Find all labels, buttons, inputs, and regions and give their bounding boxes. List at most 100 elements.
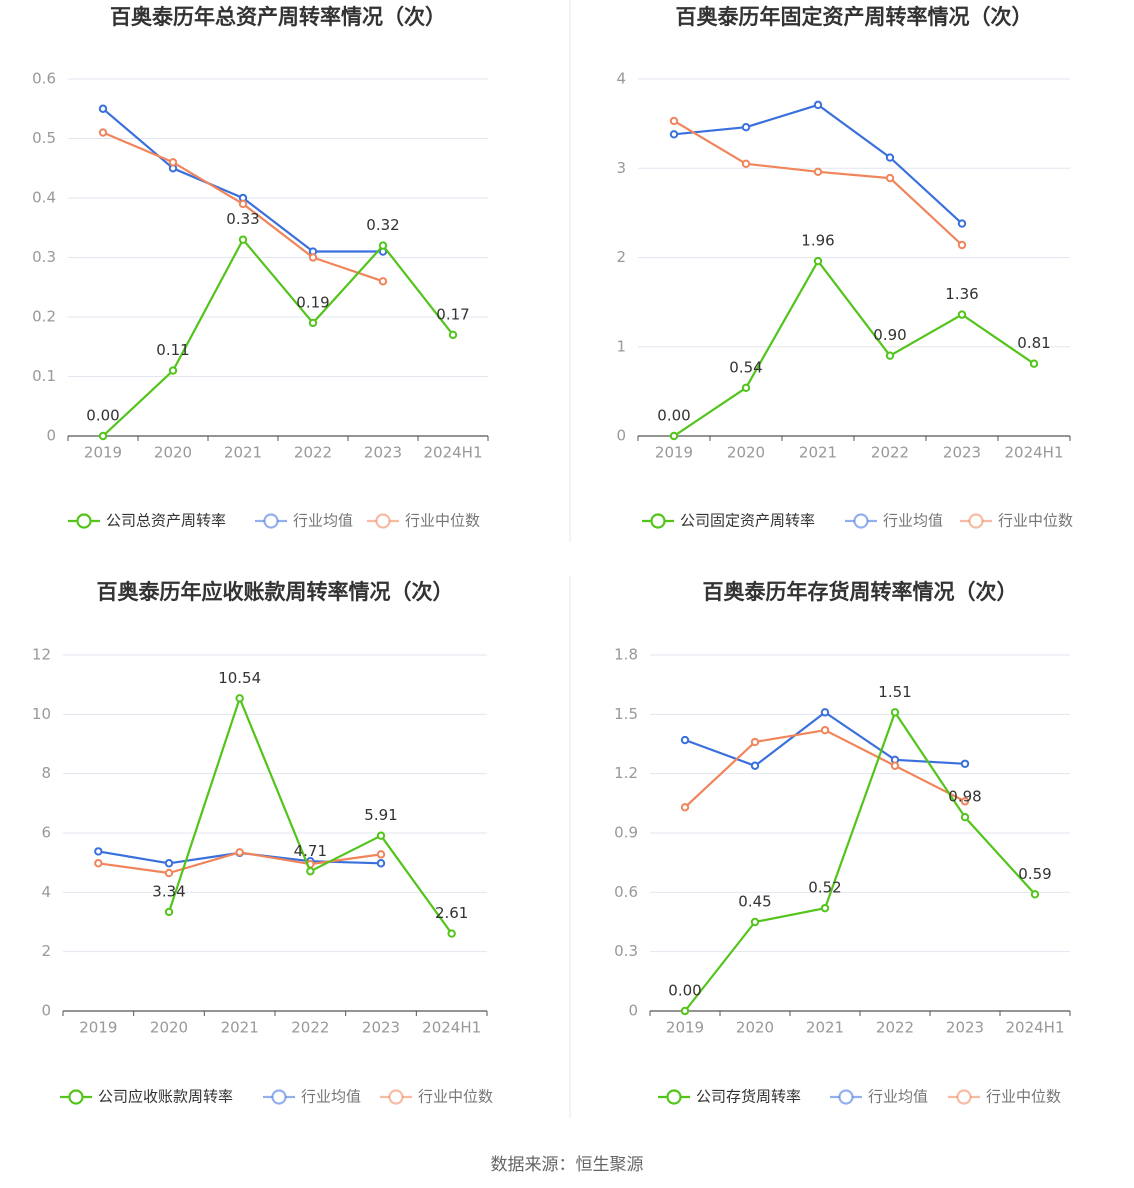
data-label: 0.17 (436, 305, 469, 323)
data-point-company (168, 366, 178, 375)
y-tick-label: 0.1 (32, 367, 56, 385)
legend-swatch-marker (650, 513, 666, 529)
y-tick-label: 0.4 (32, 189, 56, 207)
y-tick-label: 10 (32, 705, 51, 723)
series-line-company (684, 711, 1036, 1012)
y-tick-label: 0 (628, 1002, 638, 1020)
x-tick-label: 2022 (876, 1019, 914, 1037)
data-label: 0.19 (296, 293, 329, 311)
data-point-median (168, 158, 178, 167)
data-point-company (308, 318, 318, 328)
y-tick-label: 12 (32, 646, 51, 664)
data-point-avg (98, 104, 108, 113)
legend-label: 公司固定资产周转率 (680, 512, 815, 530)
x-tick-label: 2023 (946, 1019, 984, 1037)
series-line-avg (684, 711, 966, 767)
data-label: 5.91 (364, 806, 397, 824)
y-tick-label: 1.5 (614, 705, 638, 723)
data-label: 2.61 (435, 904, 468, 922)
y-tick-label: 4 (41, 883, 51, 901)
y-tick-label: 0.3 (614, 942, 638, 960)
y-tick-label: 0.9 (614, 824, 638, 842)
x-tick-label: 2019 (666, 1019, 704, 1037)
data-point-avg (94, 847, 103, 856)
legend-label: 行业中位数 (405, 512, 480, 530)
data-point-median (680, 803, 690, 812)
x-tick-label: 2021 (221, 1019, 259, 1037)
data-point-median (741, 159, 751, 168)
data-label: 10.54 (218, 669, 261, 687)
x-tick-label: 2023 (943, 444, 981, 462)
legend-swatch-marker (263, 513, 279, 529)
y-tick-label: 0.2 (32, 308, 56, 326)
legend-label: 行业均值 (868, 1088, 928, 1106)
legend-swatch-marker (68, 1089, 84, 1105)
data-point-company (957, 310, 967, 319)
data-point-company (378, 241, 388, 250)
data-point-median (235, 848, 244, 857)
series-line-company (673, 260, 1035, 437)
data-point-median (669, 116, 679, 126)
data-point-avg (741, 122, 751, 132)
y-tick-label: 0 (41, 1002, 51, 1020)
data-point-company (960, 812, 970, 822)
data-point-median (378, 277, 388, 286)
data-label: 0.00 (86, 407, 119, 425)
y-tick-label: 1.2 (614, 764, 638, 782)
data-point-company (448, 330, 458, 340)
data-label: 0.54 (729, 358, 762, 376)
x-tick-label: 2023 (362, 1019, 400, 1037)
data-label: 0.98 (948, 788, 981, 806)
legend-label: 行业均值 (301, 1088, 361, 1106)
data-point-median (238, 199, 248, 209)
x-tick-label: 2021 (224, 444, 262, 462)
y-tick-label: 6 (41, 824, 51, 842)
x-tick-label: 2020 (736, 1019, 774, 1037)
legend-label: 公司应收账款周转率 (98, 1088, 233, 1106)
data-point-median (750, 737, 760, 747)
data-label: 0.81 (1017, 334, 1050, 352)
data-point-company (1030, 890, 1040, 899)
data-point-median (308, 253, 318, 262)
data-label: 1.51 (878, 683, 911, 701)
data-point-company (376, 831, 386, 840)
data-point-avg (813, 100, 823, 110)
data-point-company (98, 431, 108, 441)
data-point-avg (960, 759, 970, 768)
y-tick-label: 0.6 (614, 883, 638, 901)
data-point-company (890, 708, 900, 717)
data-label: 1.36 (945, 285, 978, 303)
x-tick-label: 2020 (727, 444, 765, 462)
series-line-company (102, 238, 454, 437)
data-point-company (813, 256, 823, 266)
data-point-avg (820, 708, 830, 717)
data-point-company (680, 1006, 690, 1016)
data-point-company (1029, 359, 1039, 368)
data-label: 0.11 (156, 341, 189, 359)
data-point-avg (957, 219, 967, 228)
legend-label: 行业中位数 (986, 1088, 1061, 1106)
legend-label: 行业中位数 (998, 512, 1073, 530)
x-tick-label: 2023 (364, 444, 402, 462)
y-tick-label: 0.6 (32, 70, 56, 88)
chart-title: 百奥泰历年存货周转率情况（次） (703, 580, 1018, 604)
x-tick-label: 2019 (79, 1019, 117, 1037)
data-point-avg (376, 859, 386, 868)
data-point-median (813, 167, 823, 177)
x-tick-label: 2022 (291, 1019, 329, 1037)
data-point-median (94, 859, 103, 868)
legend-swatch-marker (76, 513, 92, 529)
series-line-company (167, 697, 453, 935)
x-tick-label: 2022 (294, 444, 332, 462)
data-label: 0.00 (668, 982, 701, 1000)
data-label: 1.96 (801, 232, 834, 250)
y-tick-label: 1 (616, 337, 626, 355)
data-point-company (447, 929, 456, 938)
legend-swatch-marker (968, 513, 984, 529)
data-point-company (669, 431, 679, 441)
legend-swatch-marker (375, 513, 391, 529)
data-label: 3.34 (152, 882, 185, 900)
x-tick-label: 2019 (84, 444, 122, 462)
legend-swatch-marker (853, 513, 869, 529)
